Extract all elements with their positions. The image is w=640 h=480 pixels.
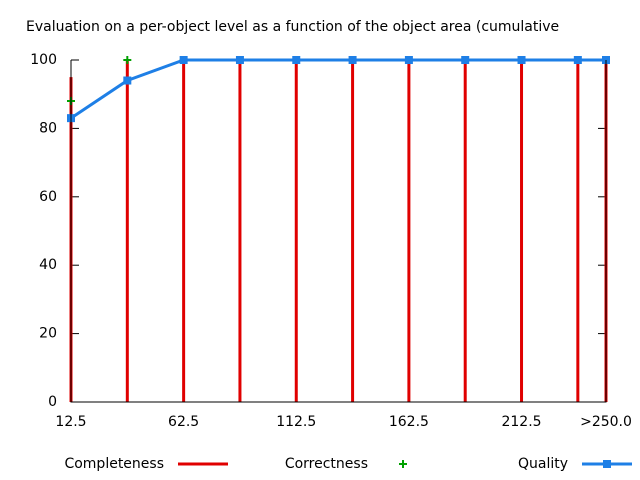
marker — [235, 56, 244, 64]
y-tick-label: 100 — [30, 52, 57, 68]
axis-border — [70, 60, 607, 403]
legend-swatch — [603, 460, 611, 468]
point — [123, 56, 132, 64]
y-tick-label: 20 — [39, 326, 57, 342]
x-tick-label: >250.0 — [580, 414, 632, 430]
chart-title: Evaluation on a per-object level as a fu… — [26, 19, 559, 35]
legend-label: Completeness — [64, 456, 164, 472]
marker — [461, 56, 470, 64]
y-tick-label: 80 — [39, 120, 57, 136]
x-tick-label: 62.5 — [168, 414, 199, 430]
marker — [517, 56, 526, 64]
y-tick-label: 0 — [48, 394, 57, 410]
legend-label: Correctness — [285, 456, 368, 472]
legend-swatch — [399, 460, 407, 468]
marker — [179, 56, 188, 64]
y-tick-label: 40 — [39, 257, 57, 273]
y-tick-label: 60 — [39, 189, 57, 205]
legend-label: Quality — [518, 456, 568, 472]
marker — [348, 56, 357, 64]
x-tick-label: 162.5 — [389, 414, 429, 430]
line — [70, 58, 606, 120]
x-tick-label: 12.5 — [55, 414, 86, 430]
marker — [123, 76, 132, 85]
marker — [292, 56, 301, 64]
x-tick-label: 112.5 — [276, 414, 316, 430]
marker — [573, 56, 582, 64]
x-tick-label: 212.5 — [501, 414, 541, 430]
marker — [404, 56, 413, 64]
